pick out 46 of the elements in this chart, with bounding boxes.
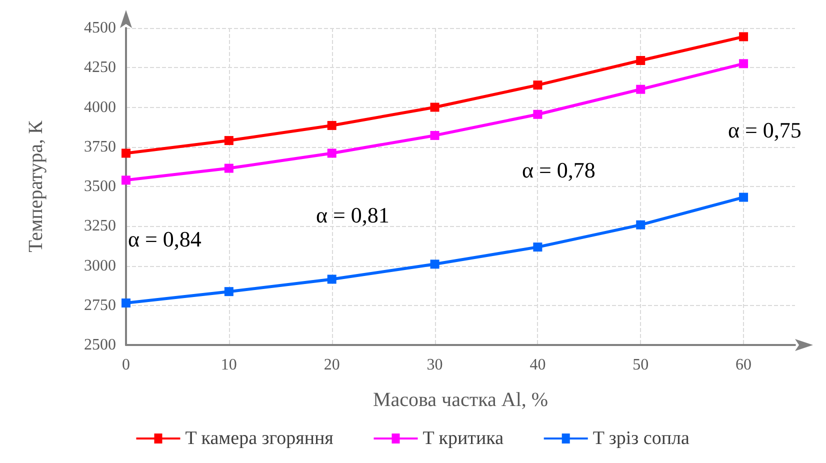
y-tick-label: 2750 xyxy=(84,296,116,314)
annotation: α = 0,78 xyxy=(522,158,596,182)
legend-label: T зріз сопла xyxy=(592,428,690,449)
point xyxy=(636,56,646,65)
point xyxy=(636,220,646,230)
point xyxy=(327,148,336,158)
y-tick-label: 3250 xyxy=(84,218,116,235)
y-axis-title: Температура, К xyxy=(25,120,47,252)
point xyxy=(533,80,542,90)
point xyxy=(636,84,646,94)
point xyxy=(739,192,748,202)
point xyxy=(122,176,130,185)
point xyxy=(224,136,234,146)
x-tick-label: 50 xyxy=(632,356,649,374)
point xyxy=(430,260,440,269)
point xyxy=(739,32,748,42)
point xyxy=(327,274,336,284)
point xyxy=(739,59,748,68)
annotation: α = 0,75 xyxy=(728,118,802,142)
point xyxy=(430,102,440,112)
x-tick-label: 20 xyxy=(324,356,340,374)
x-tick-label: 10 xyxy=(220,356,237,374)
y-tick-label: 3500 xyxy=(84,178,116,195)
y-tick-label: 2500 xyxy=(84,336,116,354)
x-tick-label: 30 xyxy=(426,356,443,374)
point xyxy=(533,110,542,119)
x-tick-label: 0 xyxy=(122,356,130,374)
point xyxy=(327,120,336,130)
x-axis-title: Масова частка Al, % xyxy=(372,389,548,411)
legend-label: T критика xyxy=(422,428,504,449)
annotation: α = 0,84 xyxy=(128,226,202,252)
x-tick-label: 40 xyxy=(530,356,546,374)
y-tick-label: 3000 xyxy=(84,257,116,274)
y-tick-label: 3750 xyxy=(84,138,116,156)
x-tick-label: 60 xyxy=(736,356,752,374)
point xyxy=(224,164,234,173)
point xyxy=(224,287,234,296)
point xyxy=(122,148,130,158)
point xyxy=(430,130,440,140)
annotation: α = 0,81 xyxy=(316,202,390,228)
y-tick-label: 4250 xyxy=(84,59,116,76)
legend-label: T камера згоряння xyxy=(185,428,334,449)
y-tick-label: 4500 xyxy=(84,20,116,36)
y-tick-label: 4000 xyxy=(84,98,116,116)
point xyxy=(533,242,542,252)
point xyxy=(122,298,130,308)
